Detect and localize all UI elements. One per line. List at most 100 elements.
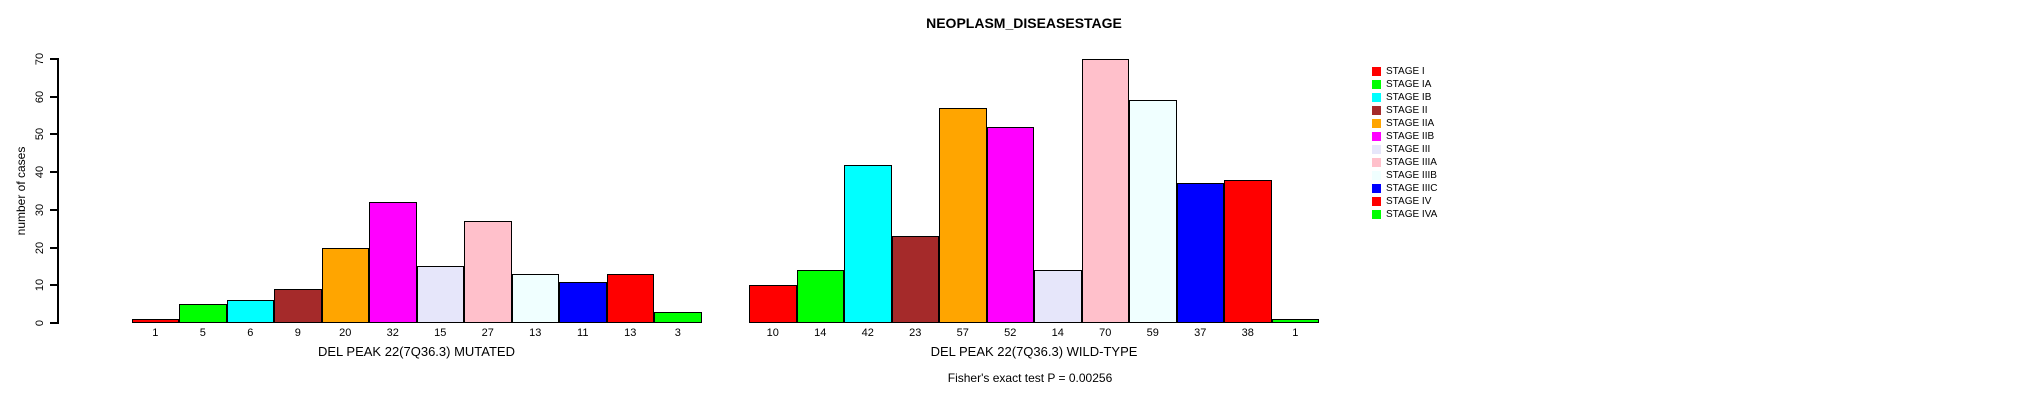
legend-swatch	[1372, 106, 1381, 115]
bar-value-label: 3	[674, 327, 681, 339]
bar-del-peak-22-7q36-3-mutated-stage-iiia	[464, 221, 512, 323]
bar-del-peak-22-7q36-3-mutated-stage-iv	[606, 273, 654, 323]
bar-del-peak-22-7q36-3-mutated-stage-ii	[274, 289, 322, 323]
chart-title: NEOPLASM_DISEASESTAGE	[926, 15, 1122, 31]
bar-del-peak-22-7q36-3-wild-type-stage-iva	[1271, 319, 1319, 323]
legend-swatch	[1372, 171, 1381, 180]
y-tick-label: 10	[34, 279, 46, 292]
bar-value-label: 20	[339, 327, 352, 339]
legend-swatch	[1372, 80, 1381, 89]
bar-value-label: 13	[624, 327, 637, 339]
legend-label: STAGE IIB	[1386, 131, 1435, 142]
fisher-test-annotation: Fisher's exact test P = 0.00256	[947, 371, 1113, 385]
bar-del-peak-22-7q36-3-wild-type-stage-ii	[891, 236, 939, 323]
bar-del-peak-22-7q36-3-mutated-stage-ib	[226, 300, 274, 323]
legend-swatch	[1372, 158, 1381, 167]
legend-item-stage-iiic: STAGE IIIC	[1372, 182, 1438, 195]
legend-swatch	[1372, 119, 1381, 128]
bar-del-peak-22-7q36-3-mutated-stage-iib	[369, 202, 417, 323]
legend-label: STAGE IIA	[1386, 118, 1435, 129]
legend-item-stage-ii: STAGE II	[1372, 104, 1438, 117]
y-tick-label: 70	[34, 52, 46, 66]
bar-del-peak-22-7q36-3-wild-type-stage-iiib	[1129, 100, 1177, 323]
bar-del-peak-22-7q36-3-mutated-stage-iva	[654, 311, 702, 323]
legend-label: STAGE IIIA	[1386, 157, 1437, 168]
legend-label: STAGE III	[1386, 144, 1431, 155]
bar-del-peak-22-7q36-3-wild-type-stage-iv	[1224, 179, 1272, 323]
bar-del-peak-22-7q36-3-wild-type-stage-ib	[844, 164, 892, 323]
legend-swatch	[1372, 93, 1381, 102]
legend-swatch	[1372, 145, 1381, 154]
bar-del-peak-22-7q36-3-wild-type-stage-iia	[939, 108, 987, 323]
bar-del-peak-22-7q36-3-wild-type-stage-i	[749, 285, 797, 323]
bar-value-label: 9	[294, 327, 301, 339]
y-tick-label: 60	[34, 90, 46, 103]
bar-value-label: 32	[386, 327, 399, 339]
bar-value-label: 70	[1099, 327, 1112, 339]
legend-label: STAGE IIIB	[1386, 170, 1437, 181]
y-tick-mark	[50, 322, 57, 324]
group-label-del-peak-22-7q36-3-wild-type: DEL PEAK 22(7Q36.3) WILD-TYPE	[930, 344, 1138, 359]
bar-del-peak-22-7q36-3-mutated-stage-ia	[179, 304, 227, 323]
y-tick-mark	[50, 208, 57, 211]
y-tick-mark	[50, 171, 57, 174]
y-tick-mark	[50, 58, 57, 60]
bar-value-label: 15	[434, 327, 447, 339]
legend-label: STAGE I	[1386, 66, 1425, 77]
legend-item-stage-i: STAGE I	[1372, 65, 1438, 78]
bar-value-label: 10	[766, 327, 779, 339]
legend-label: STAGE IIIC	[1386, 183, 1438, 194]
y-tick-label: 0	[34, 319, 46, 327]
legend: STAGE I STAGE IA STAGE IB STAGE II STAGE IIA…	[1372, 65, 1438, 221]
bar-del-peak-22-7q36-3-mutated-stage-iia	[321, 247, 369, 323]
bar-value-label: 42	[861, 327, 874, 339]
legend-swatch	[1372, 132, 1381, 141]
bar-value-label: 14	[814, 327, 827, 339]
bar-del-peak-22-7q36-3-mutated-stage-iiib	[511, 273, 559, 323]
bar-value-label: 1	[152, 327, 159, 339]
bar-value-label: 59	[1146, 327, 1159, 339]
bar-value-label: 11	[577, 327, 589, 339]
bar-del-peak-22-7q36-3-wild-type-stage-iiic	[1176, 183, 1224, 323]
bar-value-label: 6	[247, 327, 254, 339]
bar-del-peak-22-7q36-3-wild-type-stage-iiia	[1081, 59, 1129, 323]
legend-swatch	[1372, 197, 1381, 206]
y-tick-mark	[50, 284, 57, 287]
bar-del-peak-22-7q36-3-mutated-stage-iiic	[559, 281, 607, 323]
legend-item-stage-iia: STAGE IIA	[1372, 117, 1438, 130]
bar-value-label: 14	[1051, 327, 1064, 339]
bar-del-peak-22-7q36-3-wild-type-stage-iib	[986, 126, 1034, 323]
legend-item-stage-iiia: STAGE IIIA	[1372, 156, 1438, 169]
y-tick-label: 30	[34, 203, 46, 216]
bar-value-label: 5	[199, 327, 206, 339]
bar-value-label: 27	[481, 327, 494, 339]
legend-label: STAGE II	[1386, 105, 1428, 116]
y-tick-label: 20	[34, 241, 46, 254]
bar-del-peak-22-7q36-3-mutated-stage-iii	[416, 266, 464, 323]
legend-label: STAGE IVA	[1386, 209, 1438, 220]
legend-item-stage-iiib: STAGE IIIB	[1372, 169, 1438, 182]
bar-value-label: 13	[529, 327, 542, 339]
bar-value-label: 52	[1004, 327, 1017, 339]
legend-item-stage-ib: STAGE IB	[1372, 91, 1438, 104]
y-tick-mark	[50, 246, 57, 249]
y-tick-label: 50	[34, 128, 46, 141]
legend-label: STAGE IB	[1386, 92, 1432, 103]
bar-del-peak-22-7q36-3-wild-type-stage-ia	[796, 270, 844, 323]
y-axis-line	[57, 58, 59, 324]
bar-value-label: 1	[1292, 327, 1299, 339]
legend-item-stage-ia: STAGE IA	[1372, 78, 1438, 91]
bar-value-label: 23	[909, 327, 922, 339]
legend-item-stage-iii: STAGE III	[1372, 143, 1438, 156]
y-axis-label: number of cases	[14, 146, 28, 236]
y-tick-mark	[50, 133, 57, 136]
legend-swatch	[1372, 210, 1381, 219]
bar-value-label: 38	[1241, 327, 1254, 339]
bar-value-label: 57	[956, 327, 969, 339]
legend-label: STAGE IV	[1386, 196, 1432, 207]
legend-label: STAGE IA	[1386, 79, 1432, 90]
bar-del-peak-22-7q36-3-mutated-stage-i	[131, 319, 179, 323]
y-tick-mark	[50, 95, 57, 98]
group-label-del-peak-22-7q36-3-mutated: DEL PEAK 22(7Q36.3) MUTATED	[318, 344, 515, 359]
